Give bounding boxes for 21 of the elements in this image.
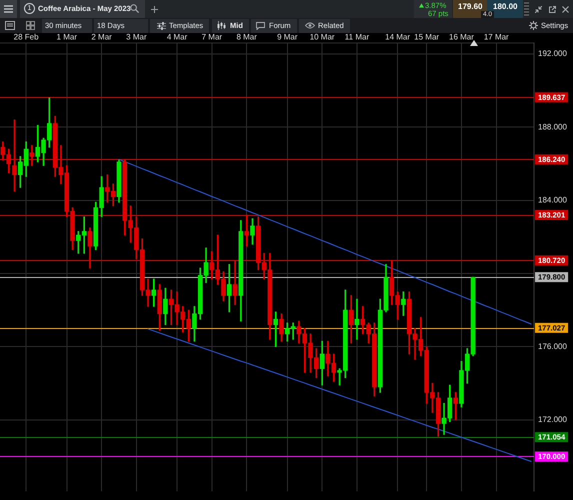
y-tick-label: 176.000 — [538, 342, 568, 351]
y-tick-label: 172.000 — [538, 415, 568, 424]
y-tick-label: 188.000 — [538, 122, 568, 132]
text: 180.00 — [493, 2, 518, 11]
text: 179.60 — [458, 2, 482, 11]
x-tick-label: 16 Mar — [448, 32, 474, 42]
x-tick-label: 1 Mar — [56, 32, 78, 42]
x-tick-label: 17 Mar — [484, 32, 510, 42]
y-tick-label: 192.000 — [538, 49, 568, 58]
x-tick-label: 9 Mar — [277, 32, 298, 42]
x-tick-label: 11 Mar — [344, 32, 370, 42]
x-tick-label: 4 Mar — [166, 32, 188, 42]
y-tick-label: 184.000 — [538, 196, 568, 205]
x-tick-label: 8 Mar — [236, 32, 258, 42]
x-tick-label: 14 Mar — [385, 32, 410, 42]
x-tick-label: 7 Mar — [202, 32, 222, 42]
x-tick-label: 10 Mar — [310, 32, 335, 42]
x-tick-label: 28 Feb — [14, 32, 40, 42]
x-tick-label: 2 Mar — [91, 32, 112, 42]
x-tick-label: 15 Mar — [414, 32, 440, 42]
x-tick-label: 3 Mar — [126, 32, 147, 42]
